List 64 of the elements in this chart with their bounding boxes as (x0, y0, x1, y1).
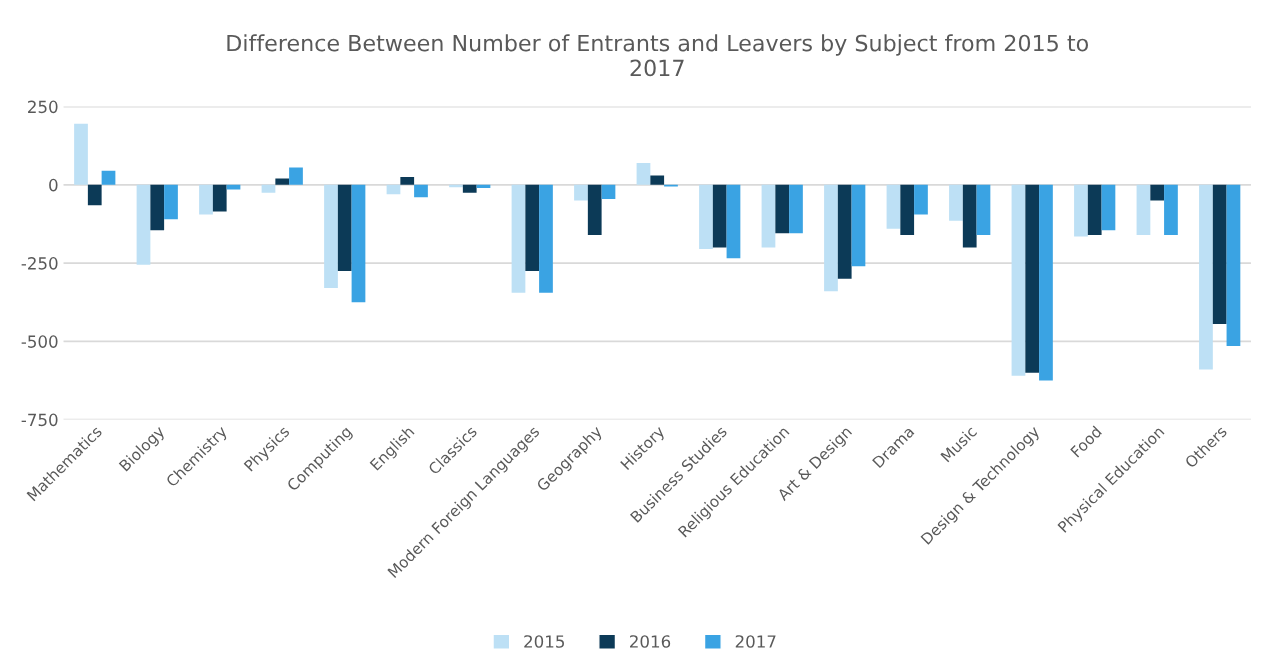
bar (150, 184, 165, 231)
bar (712, 184, 727, 248)
bar (476, 184, 491, 188)
bar (587, 184, 602, 235)
bar (1101, 184, 1116, 231)
bar (462, 184, 477, 193)
bar (726, 184, 741, 259)
y-tick-label: -250 (21, 257, 58, 270)
bar (1074, 184, 1088, 237)
bar (1164, 184, 1178, 235)
bar (1150, 184, 1165, 201)
bar (636, 162, 651, 185)
bar (574, 184, 588, 201)
bar (199, 184, 213, 215)
bar (351, 184, 366, 303)
bar (1025, 184, 1040, 373)
bar (414, 184, 428, 198)
chart-title: Difference Between Number of Entrants and Leavers by Subject from 2015 to 2017 (227, 34, 1089, 77)
bar (324, 184, 338, 289)
bar (962, 184, 977, 248)
bar (699, 184, 713, 249)
y-tick-label: -500 (21, 335, 58, 348)
bar (386, 184, 401, 195)
bar (601, 184, 616, 199)
bar (101, 170, 116, 185)
bar (87, 184, 102, 206)
bar (789, 184, 803, 234)
bar (775, 184, 790, 234)
bar (525, 184, 540, 271)
bar (74, 123, 88, 185)
y-tick-label: 250 (28, 100, 58, 114)
bar (212, 184, 227, 212)
bar (1199, 184, 1213, 370)
bar (824, 184, 838, 292)
bar (511, 184, 526, 293)
bar (164, 184, 178, 220)
bar (1087, 184, 1102, 235)
bar (289, 167, 303, 185)
bar (976, 184, 991, 235)
bar (400, 176, 415, 185)
bar (275, 178, 290, 185)
bar (539, 184, 553, 293)
bar (949, 184, 963, 221)
bar (1011, 184, 1026, 376)
y-tick-label: 0 (49, 178, 58, 192)
bar (1212, 184, 1227, 325)
bar (1136, 184, 1151, 235)
bar (337, 184, 352, 271)
bar (1039, 184, 1053, 381)
bar (900, 184, 915, 235)
bar (1226, 184, 1241, 347)
bar (914, 184, 928, 215)
bar (886, 184, 901, 229)
y-tick-label: -750 (21, 413, 58, 427)
legend-label: 2016 (630, 635, 671, 648)
bar (261, 184, 276, 193)
bar (851, 184, 866, 267)
bar (650, 175, 665, 185)
bar (761, 184, 776, 248)
bar (837, 184, 852, 279)
bar (136, 184, 151, 265)
legend-label: 2015 (524, 635, 564, 648)
bar (226, 184, 241, 190)
legend-label: 2017 (735, 635, 776, 648)
